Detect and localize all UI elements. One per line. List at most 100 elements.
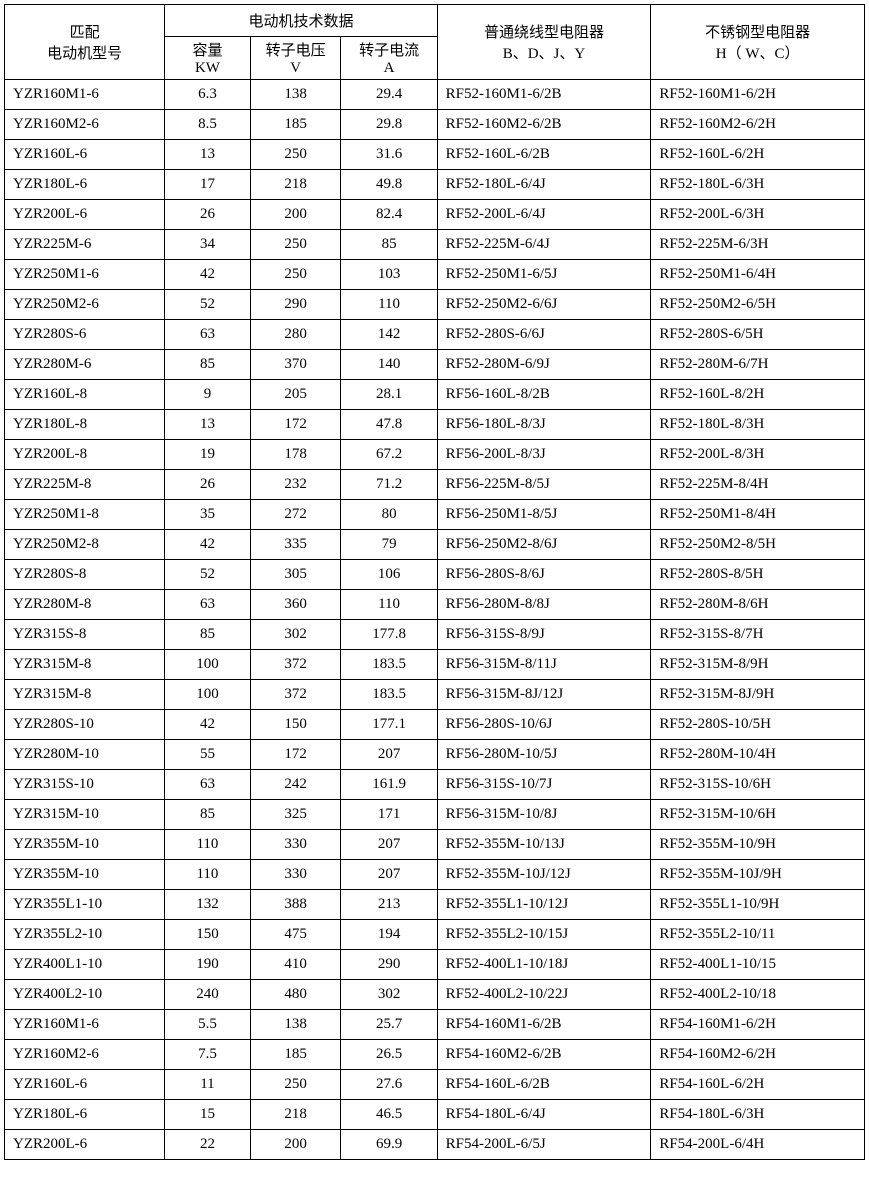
cell-model: YZR160M2-6	[5, 1040, 165, 1070]
cell-resistor2: RF52-315M-8/9H	[651, 650, 865, 680]
table-row: YZR400L1-10190410290RF52-400L1-10/18JRF5…	[5, 950, 865, 980]
cell-a: 142	[341, 320, 437, 350]
header-capacity: 容量 KW	[165, 37, 250, 80]
cell-a: 71.2	[341, 470, 437, 500]
cell-resistor2: RF52-160L-6/2H	[651, 140, 865, 170]
cell-model: YZR280S-6	[5, 320, 165, 350]
header-resistor1-line1: 普通绕线型电阻器	[484, 25, 604, 41]
table-row: YZR280S-1042150177.1RF56-280S-10/6JRF52-…	[5, 710, 865, 740]
cell-v: 372	[250, 650, 341, 680]
cell-model: YZR315S-10	[5, 770, 165, 800]
cell-resistor2: RF52-250M2-8/5H	[651, 530, 865, 560]
cell-kw: 52	[165, 560, 250, 590]
cell-v: 250	[250, 1070, 341, 1100]
cell-model: YZR400L1-10	[5, 950, 165, 980]
cell-resistor1: RF56-315M-8/11J	[437, 650, 651, 680]
cell-model: YZR280M-10	[5, 740, 165, 770]
cell-model: YZR180L-6	[5, 1100, 165, 1130]
table-row: YZR315S-1063242161.9RF56-315S-10/7JRF52-…	[5, 770, 865, 800]
cell-resistor2: RF52-280S-8/5H	[651, 560, 865, 590]
cell-model: YZR250M2-6	[5, 290, 165, 320]
header-rotor-voltage: 转子电压 V	[250, 37, 341, 80]
table-row: YZR355L2-10150475194RF52-355L2-10/15JRF5…	[5, 920, 865, 950]
cell-v: 205	[250, 380, 341, 410]
header-rotor-current: 转子电流 A	[341, 37, 437, 80]
cell-a: 213	[341, 890, 437, 920]
cell-resistor2: RF52-180L-6/3H	[651, 170, 865, 200]
cell-resistor2: RF52-280M-10/4H	[651, 740, 865, 770]
cell-model: YZR160M1-6	[5, 80, 165, 110]
cell-v: 185	[250, 110, 341, 140]
table-row: YZR250M1-83527280RF56-250M1-8/5JRF52-250…	[5, 500, 865, 530]
cell-v: 325	[250, 800, 341, 830]
table-row: YZR280S-852305106RF56-280S-8/6JRF52-280S…	[5, 560, 865, 590]
cell-kw: 15	[165, 1100, 250, 1130]
cell-kw: 85	[165, 350, 250, 380]
cell-resistor1: RF54-160L-6/2B	[437, 1070, 651, 1100]
cell-model: YZR160L-8	[5, 380, 165, 410]
cell-resistor1: RF56-280S-10/6J	[437, 710, 651, 740]
cell-a: 85	[341, 230, 437, 260]
cell-model: YZR160M2-6	[5, 110, 165, 140]
cell-a: 46.5	[341, 1100, 437, 1130]
cell-a: 177.1	[341, 710, 437, 740]
header-resistor1-line2: B、D、J、Y	[503, 46, 586, 62]
cell-resistor2: RF52-250M1-8/4H	[651, 500, 865, 530]
cell-kw: 100	[165, 680, 250, 710]
cell-v: 480	[250, 980, 341, 1010]
cell-kw: 100	[165, 650, 250, 680]
cell-resistor2: RF54-160L-6/2H	[651, 1070, 865, 1100]
table-row: YZR180L-61521846.5RF54-180L-6/4JRF54-180…	[5, 1100, 865, 1130]
cell-resistor2: RF52-160L-8/2H	[651, 380, 865, 410]
cell-v: 305	[250, 560, 341, 590]
cell-resistor1: RF52-225M-6/4J	[437, 230, 651, 260]
cell-resistor2: RF54-160M2-6/2H	[651, 1040, 865, 1070]
motor-resistor-table: 匹配 电动机型号 电动机技术数据 普通绕线型电阻器 B、D、J、Y 不锈钢型电阻…	[4, 4, 865, 1160]
table-row: YZR160M2-67.518526.5RF54-160M2-6/2BRF54-…	[5, 1040, 865, 1070]
cell-v: 360	[250, 590, 341, 620]
cell-resistor2: RF52-315S-10/6H	[651, 770, 865, 800]
cell-a: 177.8	[341, 620, 437, 650]
table-row: YZR315S-885302177.8RF56-315S-8/9JRF52-31…	[5, 620, 865, 650]
cell-a: 302	[341, 980, 437, 1010]
cell-kw: 7.5	[165, 1040, 250, 1070]
table-body: YZR160M1-66.313829.4RF52-160M1-6/2BRF52-…	[5, 80, 865, 1160]
cell-resistor2: RF52-355M-10/9H	[651, 830, 865, 860]
cell-a: 207	[341, 830, 437, 860]
cell-a: 106	[341, 560, 437, 590]
cell-kw: 85	[165, 800, 250, 830]
cell-v: 218	[250, 170, 341, 200]
table-row: YZR355M-10110330207RF52-355M-10/13JRF52-…	[5, 830, 865, 860]
cell-v: 150	[250, 710, 341, 740]
cell-kw: 26	[165, 200, 250, 230]
header-rotor-current-label: 转子电流	[359, 43, 419, 59]
cell-model: YZR225M-8	[5, 470, 165, 500]
cell-a: 67.2	[341, 440, 437, 470]
table-row: YZR280M-863360110RF56-280M-8/8JRF52-280M…	[5, 590, 865, 620]
cell-v: 335	[250, 530, 341, 560]
table-row: YZR400L2-10240480302RF52-400L2-10/22JRF5…	[5, 980, 865, 1010]
cell-kw: 13	[165, 410, 250, 440]
table-row: YZR250M2-84233579RF56-250M2-8/6JRF52-250…	[5, 530, 865, 560]
cell-model: YZR355M-10	[5, 830, 165, 860]
cell-model: YZR160L-6	[5, 140, 165, 170]
cell-resistor2: RF52-225M-8/4H	[651, 470, 865, 500]
cell-resistor1: RF56-315M-8J/12J	[437, 680, 651, 710]
cell-resistor1: RF56-280S-8/6J	[437, 560, 651, 590]
cell-model: YZR200L-6	[5, 200, 165, 230]
cell-v: 410	[250, 950, 341, 980]
cell-v: 250	[250, 140, 341, 170]
cell-resistor1: RF56-160L-8/2B	[437, 380, 651, 410]
table-row: YZR355M-10110330207RF52-355M-10J/12JRF52…	[5, 860, 865, 890]
cell-resistor2: RF52-200L-6/3H	[651, 200, 865, 230]
cell-kw: 5.5	[165, 1010, 250, 1040]
cell-resistor2: RF52-280S-6/5H	[651, 320, 865, 350]
cell-v: 330	[250, 860, 341, 890]
cell-resistor2: RF52-250M2-6/5H	[651, 290, 865, 320]
cell-kw: 35	[165, 500, 250, 530]
cell-resistor1: RF56-280M-10/5J	[437, 740, 651, 770]
cell-resistor1: RF52-160L-6/2B	[437, 140, 651, 170]
cell-resistor2: RF52-315S-8/7H	[651, 620, 865, 650]
table-row: YZR200L-62620082.4RF52-200L-6/4JRF52-200…	[5, 200, 865, 230]
cell-kw: 85	[165, 620, 250, 650]
